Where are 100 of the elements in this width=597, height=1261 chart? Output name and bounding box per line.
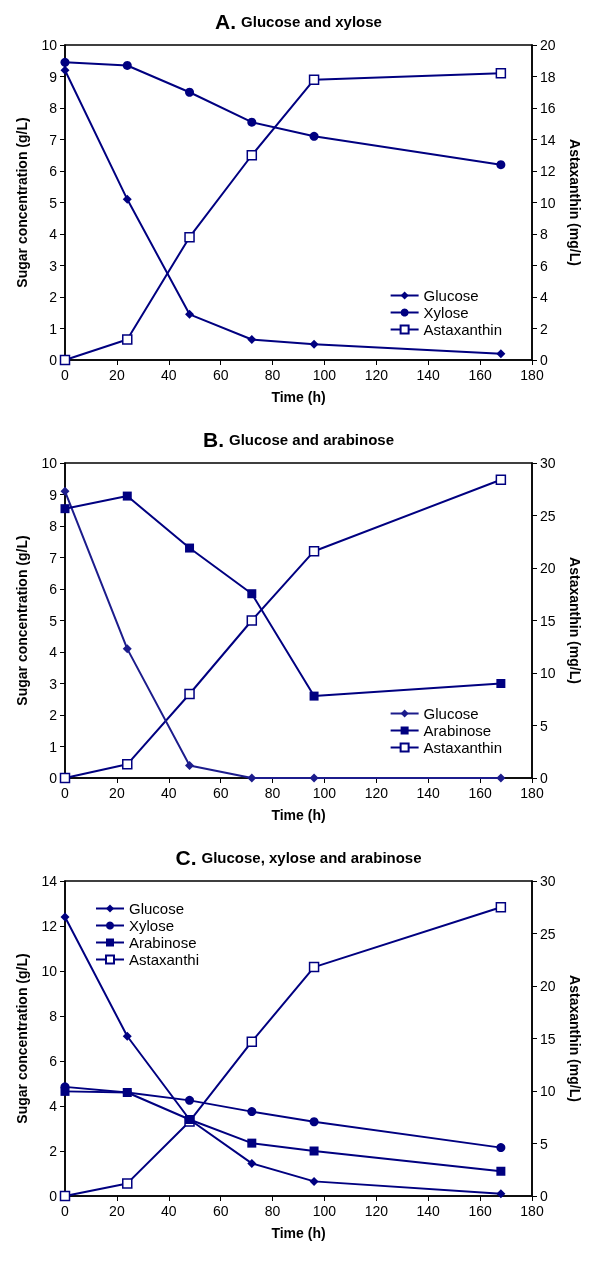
legend-label: Astaxanthi: [129, 951, 200, 968]
point: [122, 759, 133, 770]
y-tick-label: 7: [49, 131, 58, 148]
point: [185, 543, 195, 553]
y-tick-label: 7: [49, 549, 58, 566]
x-axis-title: Time (h): [271, 1225, 326, 1241]
y2-axis-title: Astaxanthin (mg/L): [567, 139, 583, 266]
y-tick-label: 6: [49, 163, 58, 179]
y-tick-label: 6: [49, 581, 58, 597]
y-tick-label: 9: [49, 486, 58, 503]
point: [496, 349, 506, 359]
point: [496, 773, 506, 783]
legend-label: Xylose: [423, 304, 469, 321]
y2-tick-label: 25: [540, 507, 556, 524]
y2-tick-label: 20: [540, 978, 556, 994]
x-tick-label: 20: [109, 785, 125, 801]
y2-tick-label: 5: [540, 1135, 548, 1152]
y-tick-label: 1: [49, 738, 58, 755]
point: [246, 615, 258, 626]
point: [122, 491, 132, 501]
x-tick-label: 0: [61, 785, 70, 801]
y-tick-label: 14: [41, 873, 58, 889]
y2-tick-label: 0: [540, 352, 548, 368]
point: [309, 1117, 319, 1127]
x-tick-label: 160: [468, 367, 492, 383]
x-tick-label: 120: [364, 785, 389, 801]
point: [496, 160, 506, 170]
y2-tick-label: 20: [540, 560, 556, 576]
point: [247, 773, 257, 783]
x-tick-label: 180: [520, 785, 544, 801]
legend-label: Astaxanthin: [423, 739, 503, 756]
x-tick-label: 120: [364, 1203, 389, 1219]
point: [309, 1176, 319, 1186]
y-tick-label: 3: [49, 675, 58, 692]
x-tick-label: 80: [264, 1203, 281, 1219]
legend-label: Glucose: [423, 287, 479, 304]
legend-label: Glucose: [129, 900, 185, 917]
point: [122, 644, 132, 654]
point: [247, 335, 257, 345]
point: [495, 474, 507, 486]
legend-label: Astaxanthin: [423, 321, 503, 338]
point: [122, 334, 133, 345]
y-tick-label: 4: [49, 1098, 58, 1114]
point: [59, 772, 71, 784]
legend-label: Arabinose: [129, 934, 197, 951]
y-tick-label: 0: [49, 1188, 58, 1204]
y2-tick-label: 16: [540, 100, 556, 116]
x-tick-label: 20: [109, 1203, 125, 1219]
y2-tick-label: 10: [540, 194, 556, 211]
y-tick-label: 6: [49, 1053, 58, 1069]
y2-tick-label: 10: [540, 1083, 556, 1099]
y2-axis-title: Astaxanthin (mg/L): [567, 975, 583, 1102]
y-tick-label: 5: [49, 612, 58, 629]
point: [496, 1143, 506, 1153]
point: [122, 60, 132, 70]
y-axis-title: Sugar concentration (g/L): [14, 953, 30, 1124]
point: [60, 504, 70, 514]
chart-title: B. Glucose and arabinose: [202, 428, 395, 451]
x-tick-label: 40: [160, 785, 177, 801]
y2-tick-label: 12: [540, 163, 556, 179]
x-tick-label: 60: [212, 785, 229, 801]
y-tick-label: 9: [49, 68, 58, 85]
x-tick-label: 0: [61, 1203, 70, 1219]
point: [185, 1095, 195, 1105]
y-axis-title: Sugar concentration (g/L): [14, 117, 30, 288]
y2-tick-label: 14: [540, 131, 556, 148]
chart-title: C. Glucose, xylose and arabinose: [175, 846, 422, 869]
point: [247, 1107, 257, 1117]
x-tick-label: 100: [312, 1203, 337, 1219]
x-tick-label: 120: [364, 367, 389, 383]
chart-title: A. Glucose and xylose: [215, 10, 382, 33]
point: [309, 339, 319, 349]
x-tick-label: 100: [312, 367, 337, 383]
y-tick-label: 12: [41, 918, 58, 934]
y-tick-label: 1: [49, 320, 58, 337]
legend-label: Xylose: [129, 917, 175, 934]
point: [308, 961, 320, 973]
x-tick-label: 140: [416, 367, 441, 383]
y2-tick-label: 15: [540, 1030, 556, 1047]
point: [247, 1138, 257, 1148]
x-tick-label: 80: [264, 367, 281, 383]
x-tick-label: 180: [520, 1203, 544, 1219]
point: [122, 1031, 132, 1041]
x-tick-label: 0: [61, 367, 70, 383]
y2-tick-label: 20: [540, 37, 556, 53]
point: [122, 1088, 132, 1097]
point: [60, 57, 70, 67]
legend-label: Arabinose: [423, 722, 492, 739]
point: [122, 1178, 133, 1189]
x-tick-label: 40: [160, 1203, 177, 1219]
point: [59, 1190, 71, 1202]
y-tick-label: 4: [49, 644, 58, 660]
point: [247, 117, 257, 127]
y-tick-label: 2: [49, 289, 58, 305]
y2-tick-label: 15: [540, 612, 556, 629]
y2-tick-label: 6: [540, 257, 548, 274]
point: [60, 65, 70, 75]
y-tick-label: 8: [49, 100, 58, 116]
point: [185, 87, 195, 97]
y-axis-title: Sugar concentration (g/L): [14, 535, 30, 706]
